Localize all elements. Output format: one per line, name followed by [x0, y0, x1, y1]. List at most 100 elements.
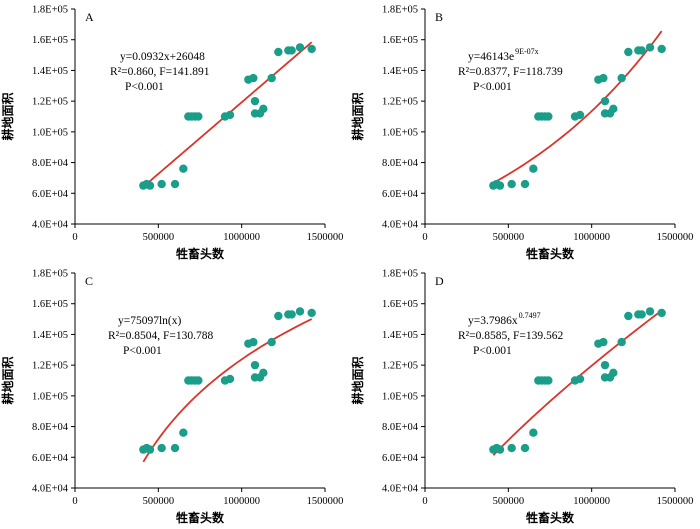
x-tick-label: 1000000: [573, 496, 610, 507]
y-tick-label: 6.0E+04: [32, 453, 69, 464]
x-tick-label: 500000: [493, 496, 525, 507]
data-point: [274, 311, 283, 321]
data-point: [637, 46, 646, 55]
data-point: [295, 307, 305, 316]
x-tick-label: 1000000: [223, 232, 260, 243]
y-tick-label: 1.2E+05: [382, 361, 418, 372]
data-point: [259, 104, 268, 114]
y-tick-label: 1.0E+05: [32, 127, 68, 138]
data-point: [600, 96, 610, 106]
y-tick-label: 8.0E+04: [32, 158, 69, 169]
y-tick-label: 6.0E+04: [32, 189, 69, 200]
data-point: [249, 337, 258, 347]
data-point: [657, 44, 666, 54]
equation-text: y=46143e: [468, 51, 514, 63]
data-point: [495, 445, 505, 454]
x-axis-title: 牲畜头数: [176, 510, 225, 525]
equation-exponent: 0.7497: [519, 311, 541, 320]
data-point: [157, 443, 166, 453]
data-point: [529, 164, 538, 173]
chart-b: 4.0E+04 6.0E+04 8.0E+04 1.0E+05 1.2E+05 1.4E+…: [350, 5, 693, 262]
x-tick-label: 0: [422, 232, 427, 243]
data-point: [225, 110, 235, 120]
data-point: [287, 46, 296, 55]
y-axis-title: 耕地面积: [350, 92, 365, 140]
y-tick-label: 8.0E+04: [382, 422, 419, 433]
data-point: [575, 110, 585, 120]
y-tick-label: 1.6E+05: [382, 299, 418, 310]
y-axis-title: 耕地面积: [350, 356, 365, 404]
data-point: [249, 73, 258, 83]
y-tick-label: 4.0E+04: [382, 220, 419, 231]
data-point: [274, 47, 283, 57]
panel-label: B: [435, 10, 443, 24]
data-point: [575, 374, 585, 384]
data-point: [307, 44, 316, 54]
y-tick-label: 8.0E+04: [32, 422, 69, 433]
panel-d: 4.0E+04 6.0E+04 8.0E+04 1.0E+05 1.2E+05 1.4E+…: [350, 264, 700, 528]
panel-c: 4.0E+04 6.0E+04 8.0E+04 1.0E+05 1.2E+05 1.4E+…: [0, 264, 350, 528]
data-point: [170, 179, 180, 189]
fit-curve: [492, 30, 663, 184]
data-point: [179, 428, 188, 437]
data-point: [295, 43, 305, 52]
y-tick-label: 1.4E+05: [382, 330, 418, 341]
chart-d: 4.0E+04 6.0E+04 8.0E+04 1.0E+05 1.2E+05 1.4E+…: [350, 269, 694, 526]
panel-label: D: [435, 274, 444, 288]
equation-exponent: 9E-07x: [515, 47, 539, 56]
data-point: [637, 310, 646, 319]
data-point: [250, 360, 260, 370]
equation-text: y=3.7986x: [468, 315, 518, 327]
chart-c: 4.0E+04 6.0E+04 8.0E+04 1.0E+05 1.2E+05 1.4E+…: [0, 269, 343, 526]
x-tick-label: 500000: [143, 496, 175, 507]
data-point: [609, 104, 618, 114]
y-tick-label: 1.0E+05: [382, 127, 418, 138]
y-tick-label: 1.8E+05: [382, 269, 418, 280]
p-value-text: P<0.001: [125, 81, 164, 93]
x-tick-label: 1500000: [657, 496, 694, 507]
y-tick-label: 1.4E+05: [382, 66, 418, 77]
data-point: [645, 307, 655, 316]
chart-a: 4.0E+04 6.0E+04 8.0E+04 1.0E+05 1.2E+05 1.4E+…: [0, 5, 343, 262]
x-tick-label: 1000000: [573, 232, 610, 243]
p-value-text: P<0.001: [473, 81, 512, 93]
data-point: [170, 443, 180, 453]
y-tick-label: 4.0E+04: [382, 484, 419, 495]
data-point: [617, 337, 626, 347]
data-point: [617, 73, 626, 83]
data-point: [507, 179, 516, 189]
data-point: [157, 179, 166, 189]
data-point: [507, 443, 516, 453]
equation-text: y=0.0932x+26048: [120, 51, 205, 63]
x-tick-label: 0: [72, 496, 77, 507]
data-point: [267, 73, 276, 83]
data-point: [145, 445, 155, 454]
panel-label: C: [85, 274, 93, 288]
data-point: [179, 164, 188, 173]
y-tick-label: 1.4E+05: [32, 330, 68, 341]
y-tick-label: 1.0E+05: [382, 391, 418, 402]
data-point: [624, 47, 633, 57]
data-point: [194, 112, 203, 121]
data-point: [529, 428, 538, 437]
x-tick-label: 0: [422, 496, 427, 507]
fit-curve: [142, 318, 313, 463]
panel-a: 4.0E+04 6.0E+04 8.0E+04 1.0E+05 1.2E+05 1.4E+…: [0, 0, 350, 264]
data-point: [250, 96, 260, 106]
y-tick-label: 1.8E+05: [32, 5, 68, 16]
data-point: [520, 443, 530, 453]
data-point: [599, 337, 608, 347]
y-tick-label: 6.0E+04: [382, 453, 419, 464]
data-point: [495, 181, 505, 190]
data-point: [259, 368, 268, 378]
y-tick-label: 1.6E+05: [382, 35, 418, 46]
y-tick-label: 1.8E+05: [382, 5, 418, 16]
x-tick-label: 0: [72, 232, 77, 243]
x-tick-label: 500000: [493, 232, 525, 243]
data-point: [544, 376, 553, 385]
y-tick-label: 4.0E+04: [32, 484, 69, 495]
data-point: [307, 308, 316, 318]
panel-b: 4.0E+04 6.0E+04 8.0E+04 1.0E+05 1.2E+05 1.4E+…: [350, 0, 700, 264]
y-tick-label: 1.2E+05: [32, 97, 68, 108]
x-axis-title: 牲畜头数: [526, 510, 575, 525]
